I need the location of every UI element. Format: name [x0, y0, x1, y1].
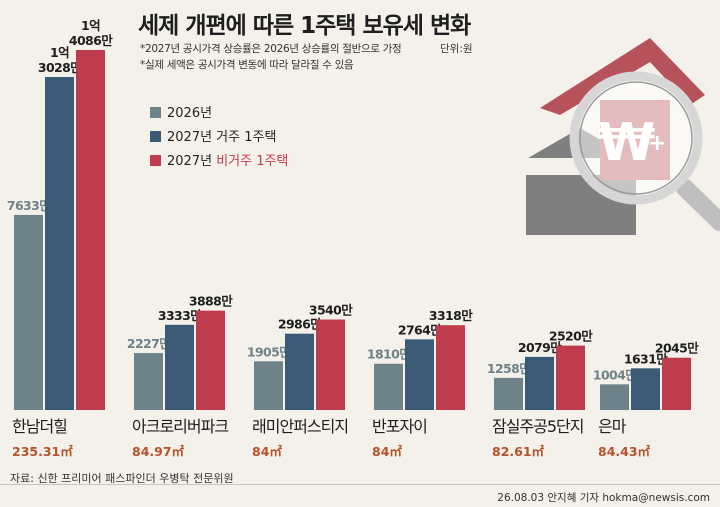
chart-title: 세제 개편에 따른 1주택 보유세 변화 — [138, 13, 471, 39]
legend-label: 2027년 거주 1주택 — [167, 130, 277, 145]
bar-value-label: 2520만 — [549, 329, 593, 344]
legend-swatch-2027-nolive — [150, 155, 161, 166]
bar-3-1 — [405, 339, 434, 410]
bar-5-1 — [631, 368, 660, 410]
svg-text:+: + — [648, 131, 666, 156]
bar-4-1 — [525, 356, 554, 410]
legend-label: 2027년 — [167, 154, 217, 169]
bar-value-label: 2986만 — [278, 317, 322, 332]
legend-item-2027-live: 2027년 거주 1주택 — [150, 126, 276, 145]
source-note: 자료: 신한 프리미어 패스파인더 우병탁 전문위원 — [10, 472, 234, 485]
category-label: 한남더힐 — [12, 417, 67, 436]
category-label: 아크로리버파크 — [132, 417, 228, 436]
bar-value-label: 2227만 — [127, 336, 171, 351]
legend-item-2026: 2026년 — [150, 102, 212, 121]
bar-value-label: 2079만 — [518, 340, 562, 355]
bar-value-label: 3028만 — [38, 60, 82, 75]
note-disclaimer: *실제 세액은 공시가격 변동에 따라 달라질 수 있음 — [140, 59, 354, 71]
area-label: 84㎡ — [252, 444, 282, 459]
category-label: 래미안퍼스티지 — [252, 417, 348, 436]
category-label: 은마 — [598, 417, 627, 436]
credit-line: 26.08.03 안지혜 기자 hokma@newsis.com — [497, 492, 710, 504]
bar-4-2 — [556, 345, 585, 410]
bar-value-label: 3318만 — [429, 308, 473, 323]
bar-value-label: 1810만 — [367, 347, 411, 362]
bar-value-label: 1004만 — [593, 367, 637, 382]
bar-value-label: 1억 — [50, 45, 69, 60]
bars-layer: 7633만1억3028만1억4086만한남더힐235.31㎡2227만3333만… — [7, 18, 700, 459]
bar-1-1 — [165, 324, 194, 410]
legend-swatch-2027-live — [150, 131, 161, 142]
bar-5-2 — [662, 357, 691, 410]
legend-swatch-2026 — [150, 107, 161, 118]
legend-label: 2026년 — [167, 106, 213, 121]
category-label: 반포자이 — [372, 417, 427, 436]
bar-value-label: 4086만 — [69, 33, 113, 48]
bar-value-label: 2045만 — [655, 341, 699, 356]
bar-2-2 — [316, 319, 345, 410]
note-assumption: *2027년 공시가격 상승률은 2026년 상승률의 절반으로 가정 — [140, 43, 402, 55]
bar-0-1 — [45, 77, 74, 410]
svg-text:₩: ₩ — [598, 113, 655, 173]
bar-value-label: 7633만 — [7, 198, 51, 213]
area-label: 84㎡ — [372, 444, 402, 459]
bar-value-label: 1905만 — [247, 344, 291, 359]
legend-item-2027-nolive: 2027년 비거주 1주택 — [150, 150, 288, 169]
bar-2-0 — [254, 361, 283, 410]
bar-value-label: 1258만 — [487, 361, 531, 376]
bar-value-label: 3888만 — [189, 294, 233, 309]
bar-0-2 — [76, 50, 105, 410]
unit-label: 단위:원 — [440, 43, 473, 55]
bar-5-0 — [600, 384, 629, 410]
bar-1-2 — [196, 310, 225, 410]
bar-3-2 — [436, 325, 465, 410]
area-label: 84.97㎡ — [132, 444, 185, 459]
bar-0-0 — [14, 214, 43, 410]
bar-value-label: 1억 — [81, 18, 100, 33]
magnifier-icon: ₩ + — [569, 71, 720, 231]
bar-3-0 — [374, 363, 403, 410]
bar-4-0 — [494, 377, 523, 410]
bar-1-0 — [134, 353, 163, 410]
legend-label-highlight: 비거주 1주택 — [216, 154, 289, 169]
category-label: 잠실주공5단지 — [492, 417, 584, 436]
bar-value-label: 2764만 — [398, 322, 442, 337]
footer-divider — [0, 484, 720, 485]
area-label: 235.31㎡ — [12, 444, 73, 459]
bar-value-label: 3540만 — [309, 303, 353, 318]
area-label: 84.43㎡ — [598, 444, 651, 459]
bar-value-label: 1631만 — [624, 351, 668, 366]
area-label: 82.61㎡ — [492, 444, 545, 459]
bar-value-label: 3333만 — [158, 308, 202, 323]
bar-2-1 — [285, 333, 314, 410]
